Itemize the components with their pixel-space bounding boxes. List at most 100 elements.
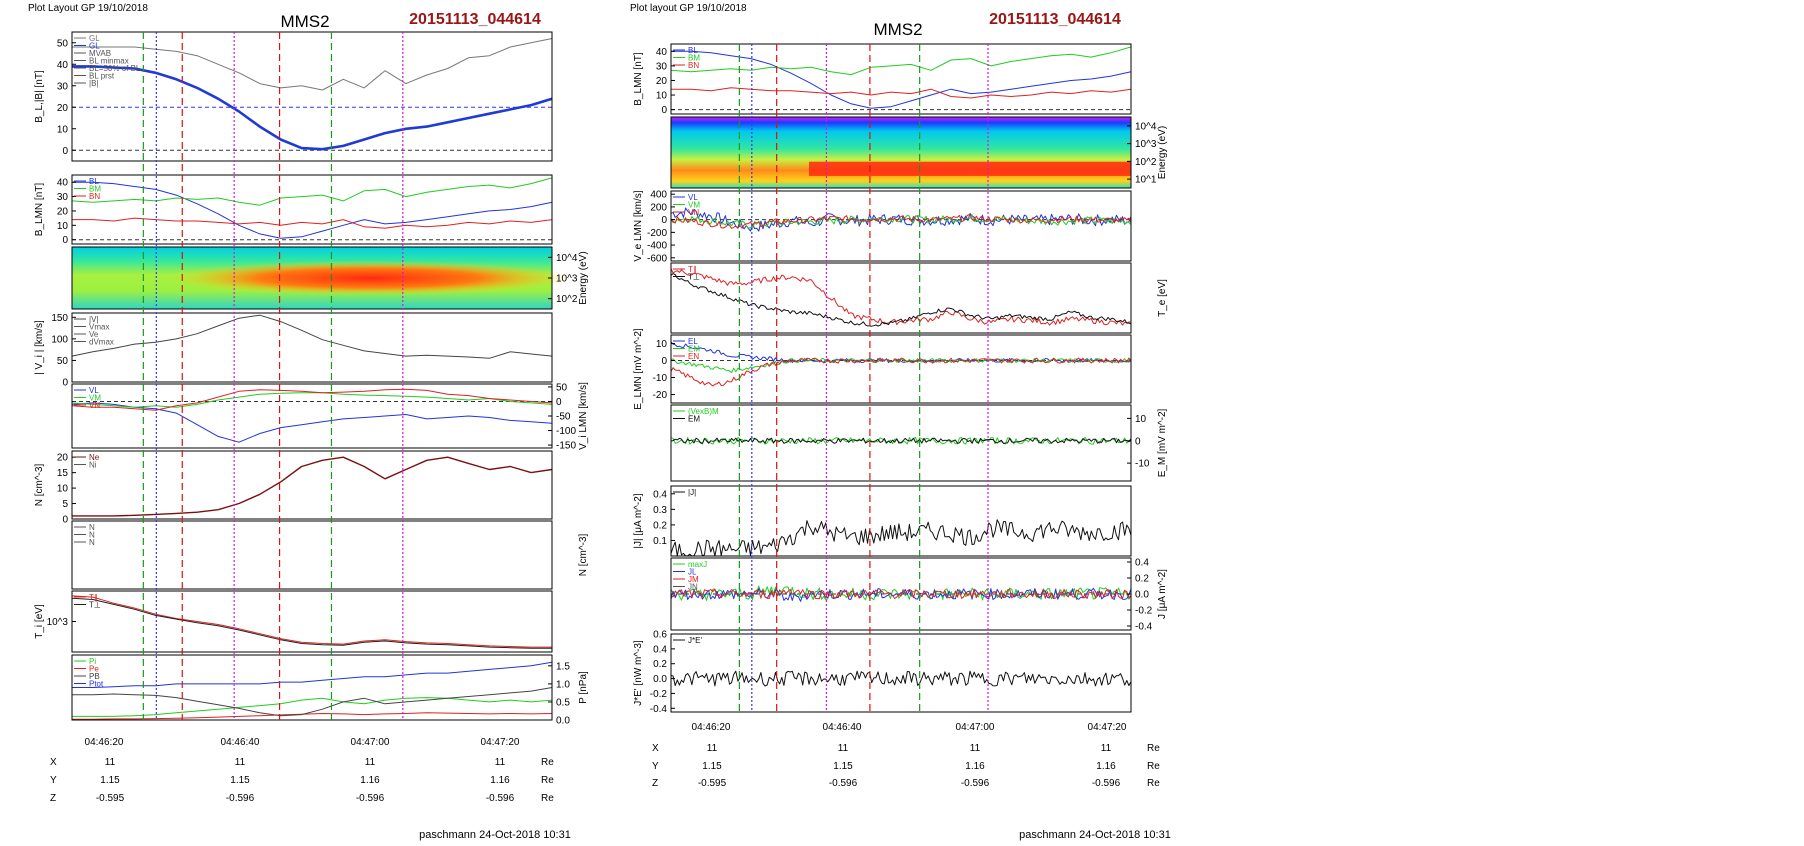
left-panel-7-series-0 <box>71 595 552 648</box>
left-panel-0-legend-label-3: BL minmax <box>89 57 129 66</box>
right-panel-2-series-1 <box>670 214 1132 229</box>
right-pos-unit-y: Re <box>1147 761 1160 772</box>
left-pos-x-2: 11 <box>365 757 376 768</box>
left-panel-0-series-0 <box>72 38 553 91</box>
left-time-tick-1: 04:46:40 <box>221 737 260 748</box>
right-title: MMS2 <box>873 20 922 39</box>
right-panel-0-series-1 <box>670 46 1132 76</box>
left-panel-1-tick-label-2: 20 <box>57 206 69 217</box>
left-panel-8-legend-label-0: Pi <box>89 657 96 666</box>
left-time-tick-2: 04:47:00 <box>351 737 390 748</box>
left-panel-7-legend-label-0: T∥ <box>89 593 98 602</box>
left-panel-3-frame <box>71 312 553 383</box>
right-panel-5-tick-label-0: 10 <box>1135 414 1147 425</box>
left-panel-4-tick-label-0: 50 <box>556 382 568 393</box>
right-panel-1-frame <box>670 116 1132 189</box>
right-panel-8: 0.6 0.4 0.2 0.0 -0.2 -0.4 J*E' [nW m^-3] J*E' <box>633 630 1132 715</box>
right-event-id: 20151113_044614 <box>989 11 1121 28</box>
left-panel-8-series-2 <box>72 687 553 717</box>
right-panel-7-legend-label-3: JN <box>688 583 698 592</box>
left-panel-1-tick-label-1: 10 <box>57 221 69 232</box>
right-panel-6-tick-label-1: 0.2 <box>653 520 667 531</box>
right-panel-8-tick-label-1: 0.4 <box>653 644 667 655</box>
right-event-markers <box>738 44 989 712</box>
left-panel-4-tick-label-1: 0 <box>556 397 562 408</box>
left-pos-unit-y: Re <box>541 775 554 786</box>
right-panel-2-tick-label-2: 0 <box>661 215 667 226</box>
right-pos-label-z: Z <box>652 778 658 789</box>
right-panel-3-frame <box>670 262 1132 334</box>
left-panel-8-legend-label-1: Pe <box>89 665 99 674</box>
right-panel-7-tick-label-1: 0.2 <box>1135 574 1149 585</box>
right-panel-0-tick-label-2: 20 <box>656 76 668 87</box>
right-panel-4-tick-label-2: -10 <box>653 373 668 384</box>
left-panel-1-legend-label-1: BM <box>89 185 101 194</box>
right-panel-4-ylabel: E_LMN [mV m^-2] <box>633 328 644 410</box>
right-panel-5-ylabel: E_M [mV m^-2] <box>1157 408 1168 477</box>
right-panel-0-tick-label-4: 40 <box>656 47 668 58</box>
left-panel-0-series-1 <box>72 65 553 151</box>
right-panel-2-tick-label-4: -400 <box>647 241 667 252</box>
left-event-id: 20151113_044614 <box>409 11 541 28</box>
right-panel-bg <box>671 634 1131 712</box>
right-panel-6-tick-label-3: 0.4 <box>653 489 667 500</box>
right-panel-8-frame <box>670 633 1132 713</box>
left-panel-1-frame <box>71 174 553 245</box>
left-panel-3-legend-label-0: |V| <box>89 315 99 324</box>
left-pos-z-0: -0.595 <box>96 793 125 804</box>
right-time-tick-2: 04:47:00 <box>956 722 995 733</box>
left-pos-x-0: 11 <box>105 757 116 768</box>
right-panel-2-series-2 <box>670 214 1132 229</box>
left-panel-0-tick-label-4: 40 <box>57 60 69 71</box>
left-event-markers <box>142 32 404 720</box>
left-position-table: X 11 11 11 11 Re Y 1.15 1.15 1.16 1.16 R… <box>50 757 554 804</box>
right-panel-1-tick-label-2: 10^2 <box>1135 157 1157 168</box>
left-panel-bg <box>72 591 552 652</box>
right-pos-z-1: -0.596 <box>829 778 858 789</box>
right-panel-6-frame <box>670 485 1132 557</box>
left-panel-0-tick-label-1: 10 <box>57 124 69 135</box>
left-panel-1-series-2 <box>72 217 553 229</box>
left-spectrogram-hot-region <box>168 260 572 296</box>
left-panel-1-legend-label-2: BN <box>89 192 100 201</box>
left-panel-8-legend-label-2: PB <box>89 672 100 681</box>
left-panel-0-ylabel: B_L,|B| [nT] <box>34 70 45 123</box>
right-panel-4-legend-label-0: EL <box>688 337 698 346</box>
left-panel-3-legend-label-2: Ve <box>89 330 99 339</box>
right-panel-0-legend-label-1: BM <box>688 54 700 63</box>
right-panel-5-series-1 <box>670 437 1132 444</box>
left-panel-7: 10^3T_i [eV] T∥T⊥ <box>34 590 553 653</box>
right-pos-x-1: 11 <box>838 743 849 754</box>
left-panel-7-legend-label-1: T⊥ <box>89 601 101 610</box>
right-panel-0-tick-label-3: 30 <box>656 61 668 72</box>
right-pos-unit-x: Re <box>1147 743 1160 754</box>
right-panel-0-legend-label-2: BN <box>688 61 699 70</box>
left-pos-y-1: 1.15 <box>230 775 250 786</box>
left-pos-x-1: 11 <box>235 757 246 768</box>
left-title: MMS2 <box>280 12 329 31</box>
left-panel-8-tick-label-2: 1.0 <box>556 679 570 690</box>
right-pos-y-2: 1.16 <box>965 761 985 772</box>
right-panel-7-ylabel: J [μA m^-2] <box>1157 569 1168 619</box>
right-panel-2-tick-label-0: 400 <box>650 190 667 201</box>
left-panel-0-tick-label-2: 20 <box>57 103 69 114</box>
left-panel-1-ylabel: B_LMN [nT] <box>34 183 45 237</box>
right-panel-3-series-0 <box>670 268 1131 326</box>
right-panel-4-legend-label-2: EN <box>688 352 699 361</box>
right-panel-2-legend-label-1: VM <box>688 201 700 210</box>
left-panel-8-tick-label-3: 1.5 <box>556 661 570 672</box>
right-panel-6-ylabel: |J| [μA m^-2] <box>633 493 644 548</box>
right-panel-4-frame <box>670 334 1132 404</box>
right-panel-7-tick-label-2: 0.0 <box>1135 590 1149 601</box>
left-panel-8-tick-label-0: 0.0 <box>556 716 570 727</box>
right-panel-5-tick-label-2: -10 <box>1135 459 1150 470</box>
right-panel-3-legend-label-1: T⊥ <box>688 273 700 282</box>
left-panel-0-tick-label-0: 0 <box>62 146 68 157</box>
right-panel-3: T_e [eV] T∥T⊥ <box>670 262 1168 334</box>
right-panel-0-tick-label-1: 10 <box>656 91 668 102</box>
left-panel-0-tick-label-5: 50 <box>57 38 69 49</box>
left-panel-4-tick-label-3: -100 <box>556 426 576 437</box>
